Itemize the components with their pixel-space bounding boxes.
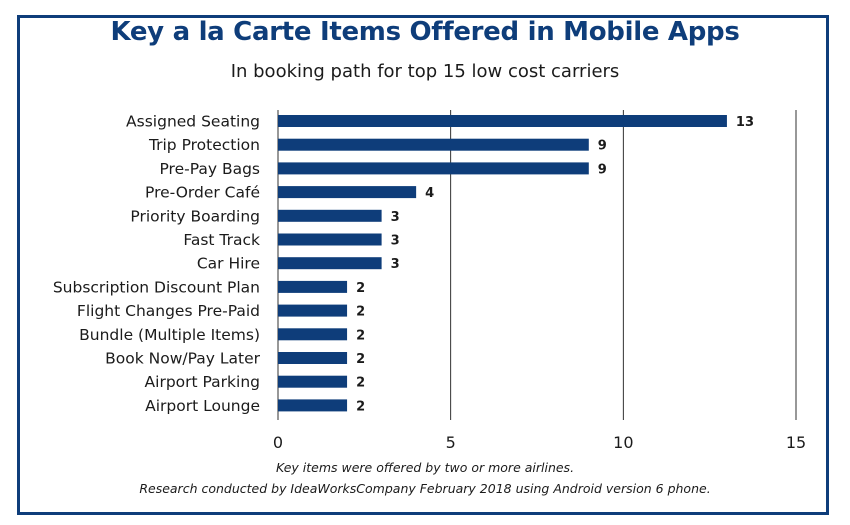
data-label: 9 <box>598 139 607 154</box>
data-label: 2 <box>356 399 365 414</box>
chart-title: Key a la Carte Items Offered in Mobile A… <box>110 17 740 47</box>
data-label: 3 <box>391 210 400 225</box>
bar <box>278 352 348 364</box>
x-tick-label: 10 <box>613 433 633 452</box>
x-tick-label: 15 <box>786 433 806 452</box>
chart-subtitle: In booking path for top 15 low cost carr… <box>230 61 620 82</box>
category-label: Priority Boarding <box>130 207 260 225</box>
data-label: 13 <box>736 115 754 130</box>
x-axis-ticks: 0 5 10 15 <box>273 433 806 452</box>
bar <box>278 304 348 317</box>
category-label: Pre-Order Café <box>145 184 260 202</box>
bar <box>278 138 589 151</box>
footnote-2: Research conducted by IdeaWorksCompany F… <box>139 481 711 496</box>
value-labels: 13 9 9 4 3 3 3 2 2 2 2 2 2 <box>356 115 754 414</box>
data-label: 3 <box>391 257 400 272</box>
chart-frame <box>17 15 829 515</box>
category-label: Trip Protection <box>148 136 260 154</box>
bar <box>278 233 382 246</box>
data-label: 9 <box>598 162 607 177</box>
category-label: Book Now/Pay Later <box>105 350 260 368</box>
bar <box>278 186 417 199</box>
category-labels: Assigned Seating Trip Protection Pre-Pay B… <box>53 113 261 415</box>
bar <box>278 399 348 412</box>
category-label: Airport Lounge <box>145 397 260 415</box>
category-label: Airport Parking <box>145 373 260 391</box>
category-label: Car Hire <box>197 255 260 273</box>
category-label: Bundle (Multiple Items) <box>79 326 260 344</box>
category-label: Pre-Pay Bags <box>159 160 260 178</box>
data-label: 2 <box>356 328 365 343</box>
footnote-1: Key items were offered by two or more ai… <box>275 460 575 475</box>
bar <box>278 280 348 293</box>
data-label: 2 <box>356 305 365 320</box>
data-label: 2 <box>356 352 365 367</box>
category-label: Fast Track <box>183 231 260 249</box>
bar <box>278 162 589 175</box>
data-label: 2 <box>356 281 365 296</box>
bar <box>278 115 727 127</box>
data-label: 3 <box>391 234 400 249</box>
bar <box>278 328 348 341</box>
x-tick-label: 5 <box>446 433 456 452</box>
category-label: Assigned Seating <box>126 113 260 131</box>
x-tick-label: 0 <box>273 433 283 452</box>
data-label: 4 <box>425 186 434 201</box>
bar <box>278 375 348 388</box>
bars <box>278 115 727 412</box>
data-label: 2 <box>356 376 365 391</box>
bar <box>278 257 382 270</box>
category-label: Subscription Discount Plan <box>53 278 260 296</box>
category-label: Flight Changes Pre-Paid <box>77 302 260 320</box>
bar <box>278 209 382 222</box>
